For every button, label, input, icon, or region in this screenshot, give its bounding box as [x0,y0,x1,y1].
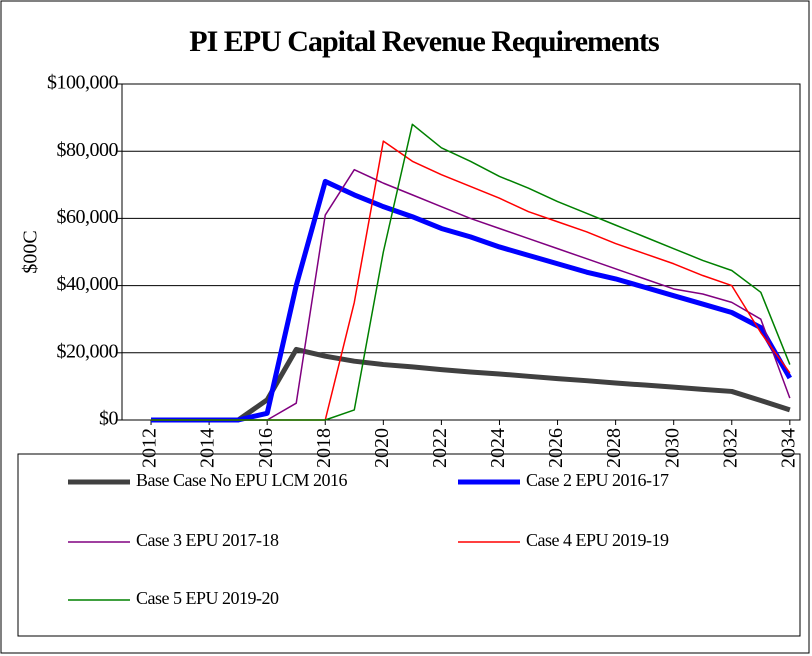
series-line [151,346,791,423]
y-tick-label: $20,000 [57,340,119,362]
x-tick-label: 2016 [255,428,277,468]
legend-label: Case 3 EPU 2017-18 [136,530,279,550]
series-line [151,123,791,421]
x-tick-label: 2030 [661,428,683,468]
x-tick-label: 2014 [197,428,219,468]
y-tick-label: $100,000 [47,72,119,94]
legend-label: Case 4 EPU 2019-19 [526,530,669,550]
x-tick-label: 2022 [429,428,451,468]
y-tick-label: $60,000 [57,206,119,228]
legend-label: Case 2 EPU 2016-17 [526,470,669,490]
x-tick-label: 2020 [371,428,393,468]
legend-label: Base Case No EPU LCM 2016 [136,470,347,490]
y-tick-label: $0 [99,408,119,430]
x-tick-label: 2028 [603,428,625,468]
x-tick-label: 2018 [313,428,335,468]
series-line [151,178,793,423]
chart-title: PI EPU Capital Revenue Requirements [189,25,659,58]
legend-label: Case 5 EPU 2019-20 [136,588,279,608]
x-tick-label: 2024 [487,428,509,468]
legend-box [17,453,801,637]
y-axis-label: $00C [20,230,42,273]
y-tick-label: $80,000 [57,139,119,161]
x-tick-label: 2012 [139,428,161,468]
x-tick-label: 2032 [719,428,741,468]
y-tick-label: $40,000 [57,273,119,295]
x-tick-label: 2026 [545,428,567,468]
x-tick-label: 2034 [777,428,799,468]
